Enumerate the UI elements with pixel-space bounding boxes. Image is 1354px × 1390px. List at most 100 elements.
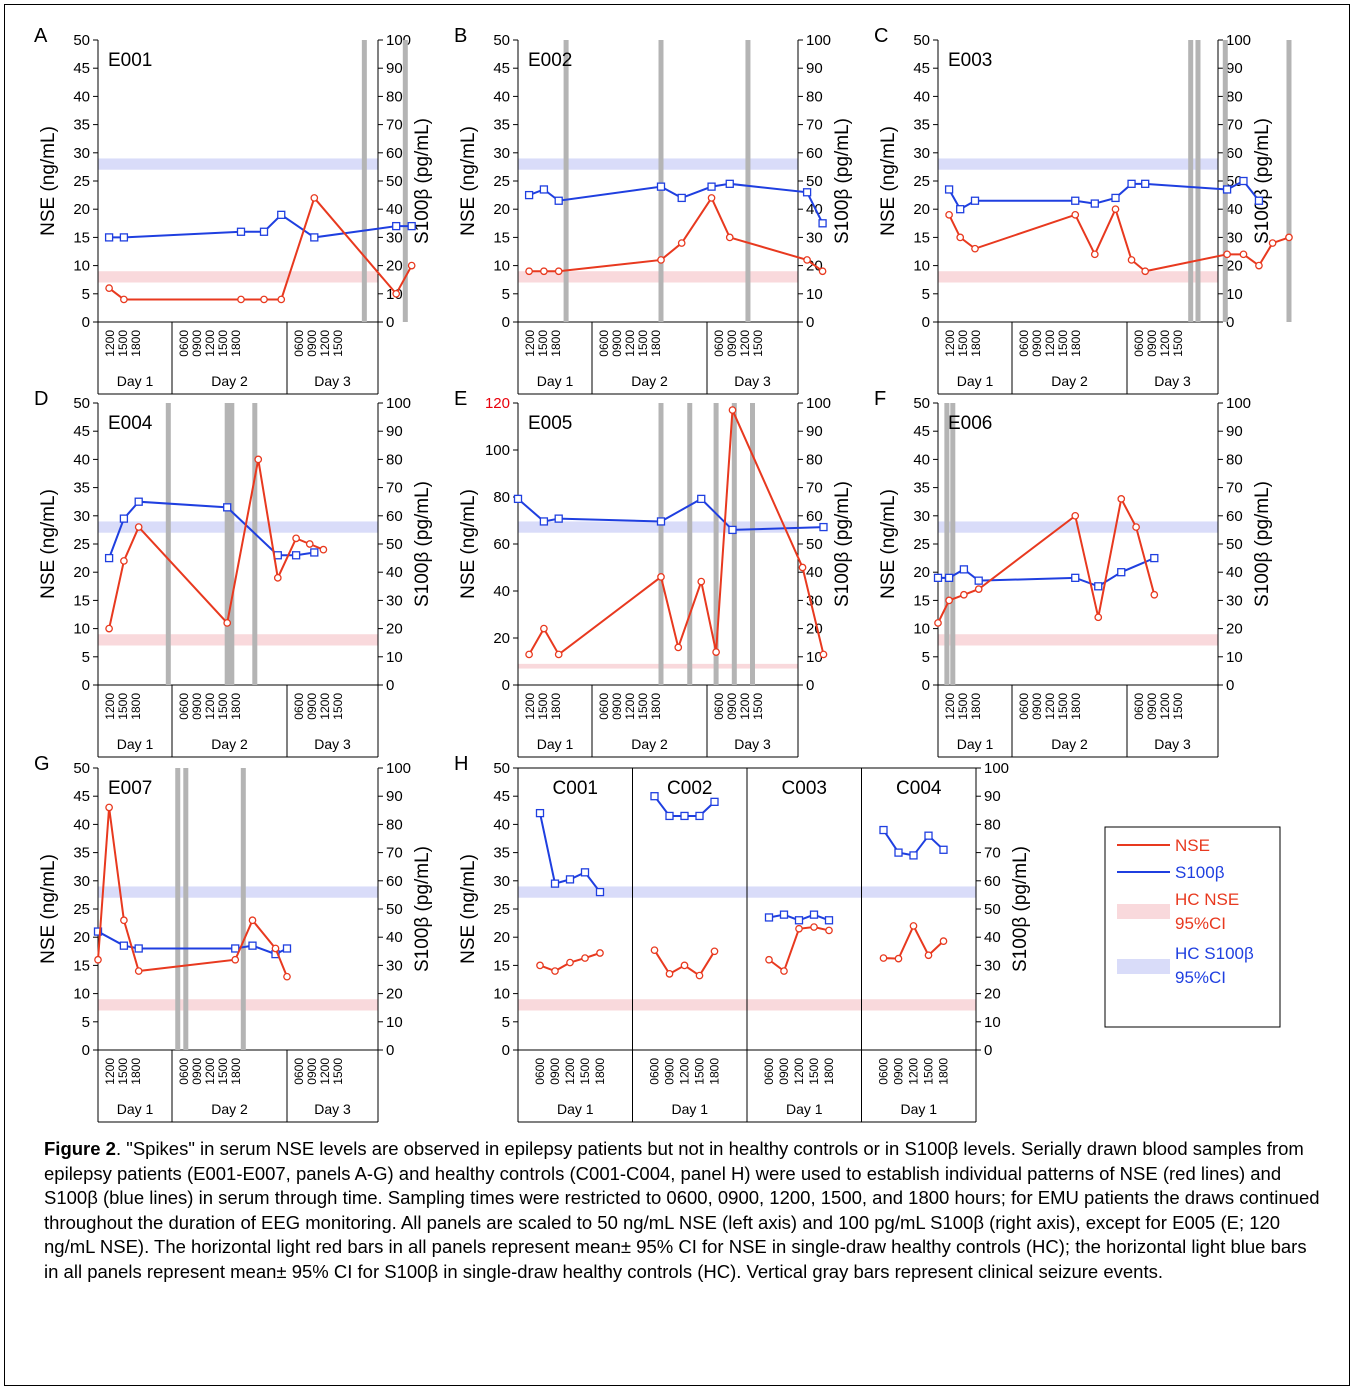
s100-point <box>939 845 948 854</box>
left-tick-label: 30 <box>493 873 510 890</box>
hc-nse-band <box>98 999 378 1011</box>
nse-point <box>677 239 686 247</box>
control-label: C002 <box>667 778 712 799</box>
time-tick-label: 0600 <box>712 693 726 720</box>
seizure-bar <box>361 40 367 322</box>
time-tick-label: 0600 <box>762 1058 776 1085</box>
left-tick-label: 30 <box>913 508 930 525</box>
left-tick-label: 80 <box>493 489 510 506</box>
right-tick-label: 10 <box>1226 649 1243 666</box>
day-label: Day 2 <box>211 1101 248 1117</box>
left-tick-label: 15 <box>73 229 90 246</box>
left-tick-label: 5 <box>922 286 930 303</box>
patient-label: E003 <box>948 50 992 71</box>
left-tick-label: 20 <box>73 929 90 946</box>
left-tick-label: 50 <box>493 32 510 49</box>
s100-point <box>894 848 903 857</box>
seizure-bar <box>240 768 246 1050</box>
time-tick-label: 1500 <box>116 330 130 357</box>
right-tick-label: 100 <box>386 395 411 412</box>
panel-letter: B <box>454 25 467 47</box>
left-tick-label: 20 <box>913 201 930 218</box>
left-tick-label: 5 <box>502 286 510 303</box>
nse-point <box>1132 523 1140 531</box>
left-tick-label: 35 <box>73 480 90 497</box>
right-tick-label: 50 <box>984 901 1001 918</box>
right-tick-label: 40 <box>386 564 403 581</box>
nse-line <box>883 923 945 960</box>
right-tick-label: 30 <box>1226 592 1243 609</box>
caption-text: . "Spikes" in serum NSE levels are obser… <box>44 1138 1320 1282</box>
caption-label: Figure 2 <box>44 1138 116 1159</box>
seizure-bar <box>745 40 751 322</box>
left-tick-label: 10 <box>913 258 930 275</box>
right-tick-label: 80 <box>1226 88 1243 105</box>
nse-line <box>108 459 324 629</box>
nse-line <box>108 195 413 301</box>
day-label: Day 1 <box>557 1101 594 1117</box>
control-C003: C003 Day 1 0600 0900 1200 1500 1800 <box>762 778 836 1117</box>
right-tick-label: 70 <box>386 480 403 497</box>
time-tick-label: 1800 <box>1069 693 1083 720</box>
patient-label: E005 <box>528 413 572 434</box>
left-tick-label: 25 <box>73 173 90 190</box>
day-label: Day 3 <box>1154 736 1191 752</box>
s100-point <box>697 494 706 504</box>
left-tick-label: 25 <box>913 173 930 190</box>
right-tick-label: 10 <box>1226 286 1243 303</box>
time-tick-label: 1200 <box>1158 330 1172 357</box>
hc-s100-band <box>938 158 1218 170</box>
left-tick-label: 45 <box>73 788 90 805</box>
day-label: Day 3 <box>314 1101 351 1117</box>
s100-point <box>1117 568 1126 577</box>
s100-point <box>809 910 819 919</box>
nse-point <box>223 619 232 627</box>
s100-point <box>93 927 103 936</box>
s100-point <box>656 182 666 191</box>
right-tick-label: 60 <box>984 873 1001 890</box>
nse-point <box>292 534 300 543</box>
hc-nse-band <box>938 634 1218 646</box>
time-tick-label: 1500 <box>1171 693 1185 720</box>
time-tick-label: 1500 <box>956 693 970 720</box>
nse-point <box>105 284 113 293</box>
nse-point <box>254 455 263 464</box>
left-tick-label: 40 <box>73 816 90 833</box>
left-tick-label: 20 <box>73 201 90 218</box>
time-tick-label: 0600 <box>177 1058 191 1085</box>
seizure-bar <box>165 403 171 685</box>
nse-point <box>271 944 280 953</box>
right-tick-label: 40 <box>806 564 823 581</box>
right-tick-label: 20 <box>984 986 1001 1003</box>
nse-point <box>971 244 979 253</box>
panel-letter: H <box>454 753 468 775</box>
s100-point <box>1141 179 1150 188</box>
nse-point <box>956 233 965 242</box>
left-axis-title: NSE (ng/mL) <box>458 854 479 964</box>
left-tick-label: 45 <box>913 423 930 440</box>
nse-point <box>134 967 143 975</box>
figure-frame <box>4 4 1350 1386</box>
seizure-bar <box>1195 40 1201 322</box>
right-tick-label: 20 <box>386 258 403 275</box>
s100-point <box>310 233 319 242</box>
right-tick-label: 80 <box>386 816 403 833</box>
s100-point <box>104 233 114 242</box>
panel-H: H 0 5 10 15 20 25 30 35 40 45 50 0 10 20 30 40 50 60 70 80 90… <box>454 753 1031 1123</box>
nse-point <box>596 949 604 957</box>
right-tick-label: 70 <box>984 845 1001 862</box>
time-tick-label: 0900 <box>610 693 624 720</box>
left-tick-label: 60 <box>493 536 510 553</box>
hc-s100-band <box>98 158 378 170</box>
seizure-bar <box>713 403 719 685</box>
s100-point <box>725 179 734 188</box>
seizure-bar <box>229 403 235 685</box>
time-tick-label: 1500 <box>578 1058 592 1085</box>
s100-point <box>710 797 719 806</box>
left-tick-label: 50 <box>73 395 90 412</box>
time-tick-label: 1800 <box>969 330 983 357</box>
time-tick-label: 0600 <box>177 693 191 720</box>
seizure-bar <box>402 40 408 322</box>
left-tick-label: 45 <box>913 60 930 77</box>
nse-point <box>105 624 113 633</box>
